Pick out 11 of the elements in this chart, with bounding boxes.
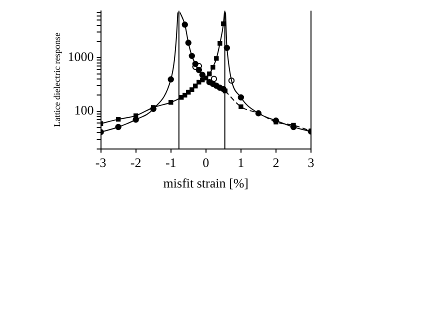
x-tick-label: -2	[130, 155, 142, 170]
x-tick-label: 2	[272, 155, 280, 170]
y-tick-label: 1000	[68, 49, 94, 64]
x-tick-label: 0	[202, 155, 210, 170]
y-tick-label: 100	[74, 102, 94, 118]
x-axis-title: misfit strain [%]	[163, 176, 249, 191]
x-tick-label: 3	[308, 155, 314, 170]
x-tick-label: 1	[238, 155, 244, 170]
x-tick-label: -1	[165, 155, 176, 170]
x-tick-label: -3	[95, 155, 106, 170]
y-axis-title: Lattice dielectric response	[52, 32, 62, 128]
